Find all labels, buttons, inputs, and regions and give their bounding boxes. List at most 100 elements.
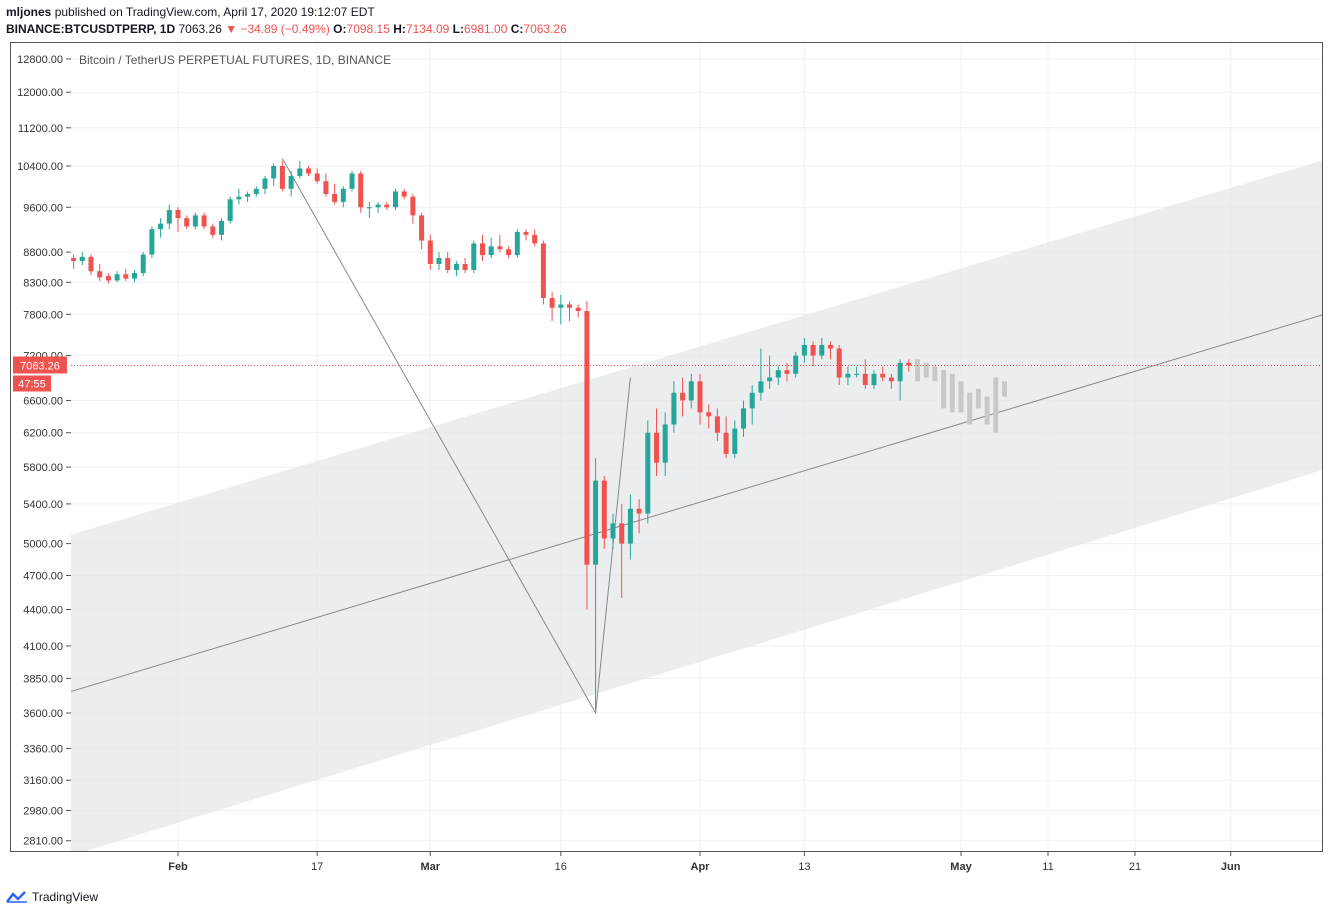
y-tick-label: 10400.00 (17, 161, 63, 173)
candle-body (506, 249, 512, 256)
candle-body (227, 199, 233, 221)
candle-body (619, 523, 625, 544)
candle-body (401, 191, 407, 197)
candle-body (184, 218, 190, 227)
y-tick-label: 12800.00 (17, 54, 63, 66)
candle-body (697, 381, 703, 413)
candle-body (567, 304, 572, 308)
candle-body (662, 424, 668, 463)
candle-body (767, 377, 773, 382)
candle-body (453, 263, 459, 271)
open-label: O: (333, 22, 347, 36)
candle-body (584, 311, 590, 565)
symbol-label: BINANCE:BTCUSDTPERP, 1D (6, 22, 176, 36)
projection-bar (932, 366, 938, 382)
regression-channel (71, 160, 1322, 851)
candle-body (671, 392, 677, 425)
candle-body (627, 508, 633, 544)
author-name[interactable]: mljones (6, 5, 52, 19)
candle-body (262, 178, 268, 189)
candle-body (349, 173, 355, 189)
price-chart[interactable]: 12800.00 12000.00 11200.00 10400.00 9600.00 8… (0, 0, 1329, 890)
candle-body (245, 194, 251, 197)
candle-body (297, 168, 303, 177)
candle-body (236, 196, 242, 200)
tradingview-logo-icon[interactable] (6, 891, 28, 903)
candle-body (279, 166, 285, 189)
price-axis[interactable]: 12800.00 12000.00 11200.00 10400.00 9600.00 8… (13, 54, 71, 848)
projection-bar (993, 377, 999, 433)
chart-title: Bitcoin / TetherUS PERPETUAL FUTURES, 1D… (79, 53, 391, 67)
footer: TradingView (6, 890, 98, 904)
y-tick-label: 6200.00 (23, 428, 63, 440)
projection-bar (1002, 381, 1007, 397)
candle-body (219, 220, 224, 235)
candle-body (593, 480, 599, 565)
projection-bars (915, 359, 1007, 433)
candle-body (488, 246, 494, 256)
y-tick-label: 8800.00 (23, 247, 63, 259)
low-label: L: (452, 22, 464, 36)
projection-bar (984, 396, 990, 425)
time-axis[interactable]: Feb17Mar16Apr13May1121Jun15 (168, 851, 1329, 873)
x-tick-label: 11 (1042, 861, 1053, 873)
candle-body (636, 508, 642, 514)
candle-body (462, 263, 468, 271)
candle-body (523, 232, 529, 235)
y-tick-label: 3360.00 (23, 744, 63, 756)
y-tick-label: 7800.00 (23, 309, 63, 321)
low-value: 6981.00 (463, 22, 508, 36)
candle-body (166, 209, 172, 224)
candle-body (480, 243, 485, 256)
candle-body (445, 258, 451, 271)
y-tick-label: 5000.00 (23, 539, 63, 551)
candle-body (714, 416, 720, 433)
candle-body (175, 209, 181, 219)
candle-body (323, 181, 329, 195)
x-tick-label: Jun (1221, 861, 1241, 873)
candle-body (393, 191, 398, 208)
y-tick-label: 3600.00 (23, 708, 63, 720)
candle-body (288, 176, 294, 189)
x-tick-label: 21 (1129, 861, 1141, 873)
candle-body (192, 215, 198, 227)
last-price-tag-label: 7063.26 (20, 360, 60, 372)
candle-body (854, 373, 860, 375)
candle-body (410, 196, 416, 216)
candle-body (97, 271, 103, 278)
candle-body (558, 304, 564, 308)
y-tick-label: 4100.00 (23, 641, 63, 653)
x-tick-label: Feb (168, 861, 188, 873)
close-label: C: (510, 22, 524, 36)
close-value: 7063.26 (523, 22, 567, 36)
zigzag-line (281, 158, 631, 715)
candle-body (201, 215, 207, 227)
projection-bar (967, 392, 973, 425)
candle-body (749, 392, 755, 409)
candle-body (532, 234, 538, 244)
candle-body (88, 256, 94, 272)
candle-body (906, 362, 912, 366)
high-value: 7134.09 (405, 22, 450, 36)
y-tick-label: 11200.00 (18, 123, 63, 135)
projection-bar (958, 381, 964, 413)
chart-frame (10, 42, 1323, 852)
zigzag-drawing (281, 158, 631, 715)
candle-body (880, 373, 886, 378)
candle-body (540, 243, 546, 299)
candle-body (340, 188, 346, 202)
open-value: 7098.15 (346, 22, 390, 36)
y-tick-label: 4700.00 (23, 571, 63, 583)
y-tick-label: 4400.00 (23, 605, 63, 617)
x-tick-label: Mar (421, 861, 441, 873)
x-tick-label: May (950, 861, 972, 873)
footer-brand[interactable]: TradingView (32, 890, 99, 904)
candle-body (680, 392, 686, 401)
x-tick-label: 13 (798, 861, 810, 873)
candle-body (845, 373, 851, 378)
candle-body (610, 523, 616, 539)
candle-body (723, 432, 729, 454)
candle-body (549, 298, 555, 308)
x-tick-label: 16 (555, 861, 567, 873)
y-tick-label: 3850.00 (23, 673, 63, 685)
